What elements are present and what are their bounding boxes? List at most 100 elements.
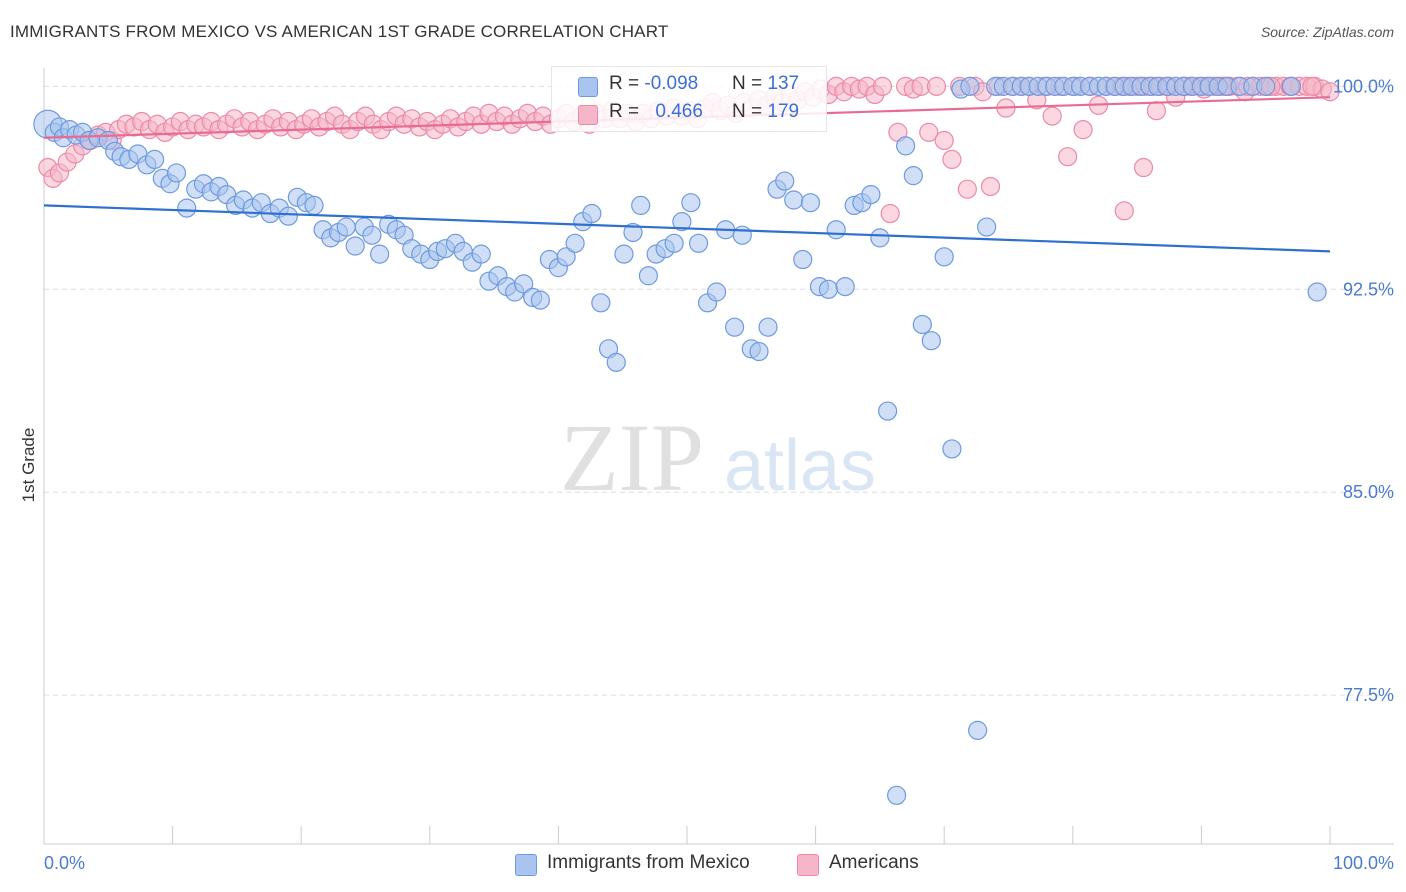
data-point [980, 176, 1001, 197]
data-point [818, 279, 839, 299]
watermark: ZIP atlas [560, 404, 876, 511]
bottom-legend-pink[interactable]: Americans [797, 852, 937, 876]
data-point [530, 290, 550, 310]
data-point [942, 149, 962, 170]
data-point [793, 249, 813, 270]
watermark-zip: ZIP [560, 404, 704, 511]
y-tick-label: 100.0% [1333, 76, 1394, 96]
data-point [514, 274, 534, 294]
legend-row-pink: R = 0.466 N = 179 [552, 101, 826, 129]
data-point [1058, 147, 1078, 167]
data-point [887, 785, 907, 805]
data-point [934, 130, 954, 151]
y-tick-label: 85.0% [1343, 482, 1394, 502]
data-point [1042, 106, 1062, 126]
data-point [800, 193, 821, 213]
data-point [362, 225, 382, 245]
bottom-legend-swatch-blue [515, 854, 537, 876]
data-point [166, 163, 187, 183]
legend-swatch-blue [578, 77, 598, 97]
legend-n-blue: N = 137 [732, 73, 800, 94]
data-point [144, 149, 165, 170]
chart-title: IMMIGRANTS FROM MEXICO VS AMERICAN 1ST G… [10, 22, 669, 41]
data-point [919, 122, 939, 142]
data-point [921, 331, 941, 351]
data-point [370, 244, 390, 264]
data-point [336, 217, 356, 237]
data-point [631, 195, 651, 216]
data-point [896, 136, 916, 156]
legend-row-blue: R = -0.098 N = 137 [552, 73, 826, 101]
trend-line-blue [43, 204, 1331, 253]
data-point [1302, 76, 1322, 96]
data-point [912, 314, 932, 335]
legend-n-pink: N = 179 [732, 101, 800, 122]
data-point [826, 220, 846, 240]
data-point [749, 341, 769, 362]
legend-swatch-pink [578, 105, 598, 125]
chart-source: Source: ZipAtlas.com [1260, 24, 1394, 40]
watermark-atlas: atlas [724, 426, 876, 506]
data-point [556, 247, 576, 267]
y-tick-label: 77.5% [1343, 685, 1394, 705]
data-point [960, 76, 980, 96]
data-point [638, 266, 659, 286]
data-point [784, 190, 804, 210]
data-point [304, 195, 324, 216]
data-point [177, 198, 197, 218]
data-point [1073, 120, 1093, 140]
y-tick-labels: 77.5% 85.0% 92.5% 100.0% [1333, 76, 1394, 705]
data-point [870, 228, 890, 248]
data-point [1307, 282, 1327, 302]
y-axis-label: 1st Grade [19, 428, 38, 503]
data-point [934, 247, 954, 267]
data-point [968, 720, 988, 740]
data-point [706, 282, 727, 302]
x-tick-label-max: 100.0% [1333, 853, 1394, 873]
data-point [775, 171, 795, 191]
y-tick-label: 92.5% [1343, 279, 1394, 299]
data-point [903, 166, 923, 186]
data-point [1281, 76, 1302, 96]
data-point [681, 193, 701, 213]
data-point [1114, 201, 1134, 221]
legend-r-pink: R = 0.466 [609, 101, 703, 122]
data-point [565, 233, 585, 253]
data-point [926, 76, 947, 96]
data-point [345, 236, 365, 256]
data-point [471, 244, 491, 264]
data-point [1146, 101, 1166, 121]
data-point [942, 439, 962, 459]
data-point [872, 76, 893, 96]
data-point [582, 203, 602, 224]
data-point [732, 225, 752, 245]
data-point [591, 293, 611, 313]
data-point [623, 222, 643, 243]
data-point [672, 212, 692, 232]
axes [43, 68, 1394, 845]
data-point [957, 179, 977, 199]
data-point [878, 401, 898, 421]
bottom-legend-blue[interactable]: Immigrants from Mexico [515, 852, 775, 876]
data-point [278, 206, 298, 226]
data-point [880, 203, 900, 224]
bottom-legend-label-pink: Americans [829, 852, 919, 873]
grid-lines [44, 85, 1394, 696]
legend-r-blue: R = -0.098 [609, 73, 699, 94]
x-tick-label-min: 0.0% [44, 853, 85, 873]
data-point [606, 352, 626, 372]
data-point [688, 233, 709, 253]
data-point [664, 233, 684, 253]
data-point [724, 317, 745, 337]
bottom-legend-swatch-pink [797, 854, 819, 876]
stats-legend: R = -0.098 N = 137 R = 0.466 N = 179 [551, 66, 827, 132]
data-point [614, 244, 634, 264]
data-point [977, 217, 997, 237]
blue-series-points [33, 76, 1327, 805]
data-point [835, 276, 855, 297]
data-point [758, 317, 778, 337]
bottom-legend-label-blue: Immigrants from Mexico [547, 852, 750, 873]
data-point [861, 184, 881, 205]
data-point [1256, 76, 1276, 96]
